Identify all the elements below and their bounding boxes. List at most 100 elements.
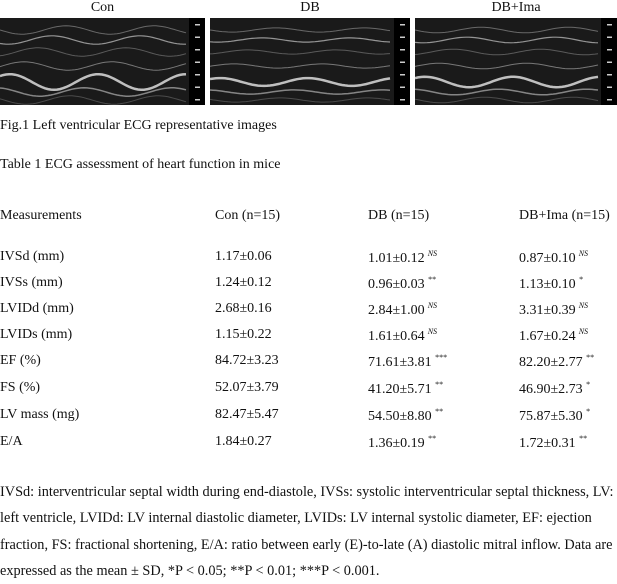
scale-tick (195, 74, 200, 76)
table-cell: 1.15±0.22 (215, 327, 272, 343)
table-cell: 1.61±0.64 NS (368, 327, 437, 345)
cell-value: 82.47±5.47 (215, 407, 279, 422)
table-cell: 1.67±0.24 NS (519, 327, 588, 345)
table-cell: 84.72±3.23 (215, 353, 279, 369)
scale-tick (400, 36, 405, 38)
table-cell: 3.31±0.39 NS (519, 301, 588, 319)
echo-trace (0, 25, 187, 35)
cell-value: 1.13±0.10 (519, 277, 576, 292)
row-label: LVIDd (mm) (0, 301, 74, 316)
echo-trace (415, 36, 599, 44)
echo-trace (415, 48, 599, 56)
significance-mark: * (578, 275, 583, 284)
echo-trace (415, 75, 599, 89)
table-cell: 52.07±3.79 (215, 380, 279, 396)
scale-tick (195, 36, 200, 38)
scale-tick (195, 24, 200, 26)
significance-mark: * (585, 407, 590, 416)
cell-value: 2.84±1.00 (368, 303, 425, 318)
cell-value: 52.07±3.79 (215, 380, 279, 395)
ultrasound-image (415, 18, 617, 105)
echo-trace (210, 49, 391, 55)
scale-tick (195, 49, 200, 51)
row-label: IVSd (mm) (0, 249, 65, 264)
panel-label: DB+Ima (491, 0, 541, 15)
significance-mark: NS (578, 301, 589, 310)
cell-value: 3.31±0.39 (519, 303, 576, 318)
echo-trace (415, 62, 599, 70)
cell-value: 1.61±0.64 (368, 329, 425, 344)
cell-value: 1.84±0.27 (215, 434, 272, 449)
echo-trace (0, 95, 187, 105)
scale-tick (607, 86, 612, 88)
image-bg (0, 18, 205, 105)
ultrasound-image (0, 18, 205, 105)
cell-value: 0.96±0.03 (368, 277, 425, 292)
ultrasound-image (210, 18, 410, 105)
cell-value: 1.17±0.06 (215, 249, 272, 264)
echo-trace (0, 72, 187, 92)
echo-trace (0, 47, 187, 57)
cell-value: 1.01±0.12 (368, 251, 425, 266)
row-label: FS (%) (0, 380, 41, 395)
cell-value: 41.20±5.71 (368, 382, 432, 397)
table-cell: 0.87±0.10 NS (519, 249, 588, 267)
echo-trace (210, 63, 391, 69)
echo-trace (210, 27, 391, 33)
scale-tick (400, 24, 405, 26)
echo-trace (210, 76, 391, 88)
echo-trace (0, 87, 187, 97)
echo-trace (415, 88, 599, 96)
significance-mark: ** (434, 407, 443, 416)
echo-trace (210, 89, 391, 95)
significance-mark: NS (427, 249, 438, 258)
significance-mark: ** (578, 434, 587, 443)
significance-mark: *** (434, 353, 447, 362)
echo-trace (210, 97, 391, 103)
cell-value: 46.90±2.73 (519, 382, 583, 397)
table-cell: 1.72±0.31 ** (519, 434, 587, 452)
column-header: Measurements (0, 208, 82, 223)
table-cell: 82.20±2.77 ** (519, 353, 594, 371)
cell-value: 82.20±2.77 (519, 355, 583, 370)
cell-value: 1.36±0.19 (368, 436, 425, 451)
panel-label: Con (90, 0, 115, 15)
scale-tick (400, 74, 405, 76)
scale-tick (195, 61, 200, 63)
table-cell: 1.24±0.12 (215, 275, 272, 291)
cell-value: 71.61±3.81 (368, 355, 432, 370)
echo-trace (415, 96, 599, 104)
cell-value: 2.68±0.16 (215, 301, 272, 316)
table-title: Table 1 ECG assessment of heart function… (0, 157, 281, 172)
row-label: E/A (0, 434, 23, 449)
table-cell: 54.50±8.80 ** (368, 407, 443, 425)
cell-value: 1.67±0.24 (519, 329, 576, 344)
scale-tick (400, 61, 405, 63)
table-cell: 71.61±3.81 *** (368, 353, 447, 371)
row-label: EF (%) (0, 353, 41, 368)
cell-value: 84.72±3.23 (215, 353, 279, 368)
significance-mark: ** (427, 434, 436, 443)
cell-value: 1.72±0.31 (519, 436, 576, 451)
significance-mark: ** (585, 353, 594, 362)
row-label: LV mass (mg) (0, 407, 80, 422)
column-header: Con (n=15) (215, 208, 281, 223)
cell-value: 1.24±0.12 (215, 275, 272, 290)
significance-mark: NS (578, 327, 589, 336)
scale-tick (195, 99, 200, 101)
cell-value: 1.15±0.22 (215, 327, 272, 342)
footnote: IVSd: interventricular septal width duri… (0, 484, 614, 579)
image-bg (415, 18, 617, 105)
scale-tick (400, 99, 405, 101)
table-cell: 1.01±0.12 NS (368, 249, 437, 267)
scale-tick (607, 74, 612, 76)
significance-mark: NS (427, 327, 438, 336)
significance-mark: * (585, 380, 590, 389)
table-cell: 2.84±1.00 NS (368, 301, 437, 319)
table-cell: 2.68±0.16 (215, 301, 272, 317)
panel-label: DB (300, 0, 320, 15)
table-cell: 0.96±0.03 ** (368, 275, 436, 293)
significance-mark: NS (578, 249, 589, 258)
scale-tick (195, 86, 200, 88)
